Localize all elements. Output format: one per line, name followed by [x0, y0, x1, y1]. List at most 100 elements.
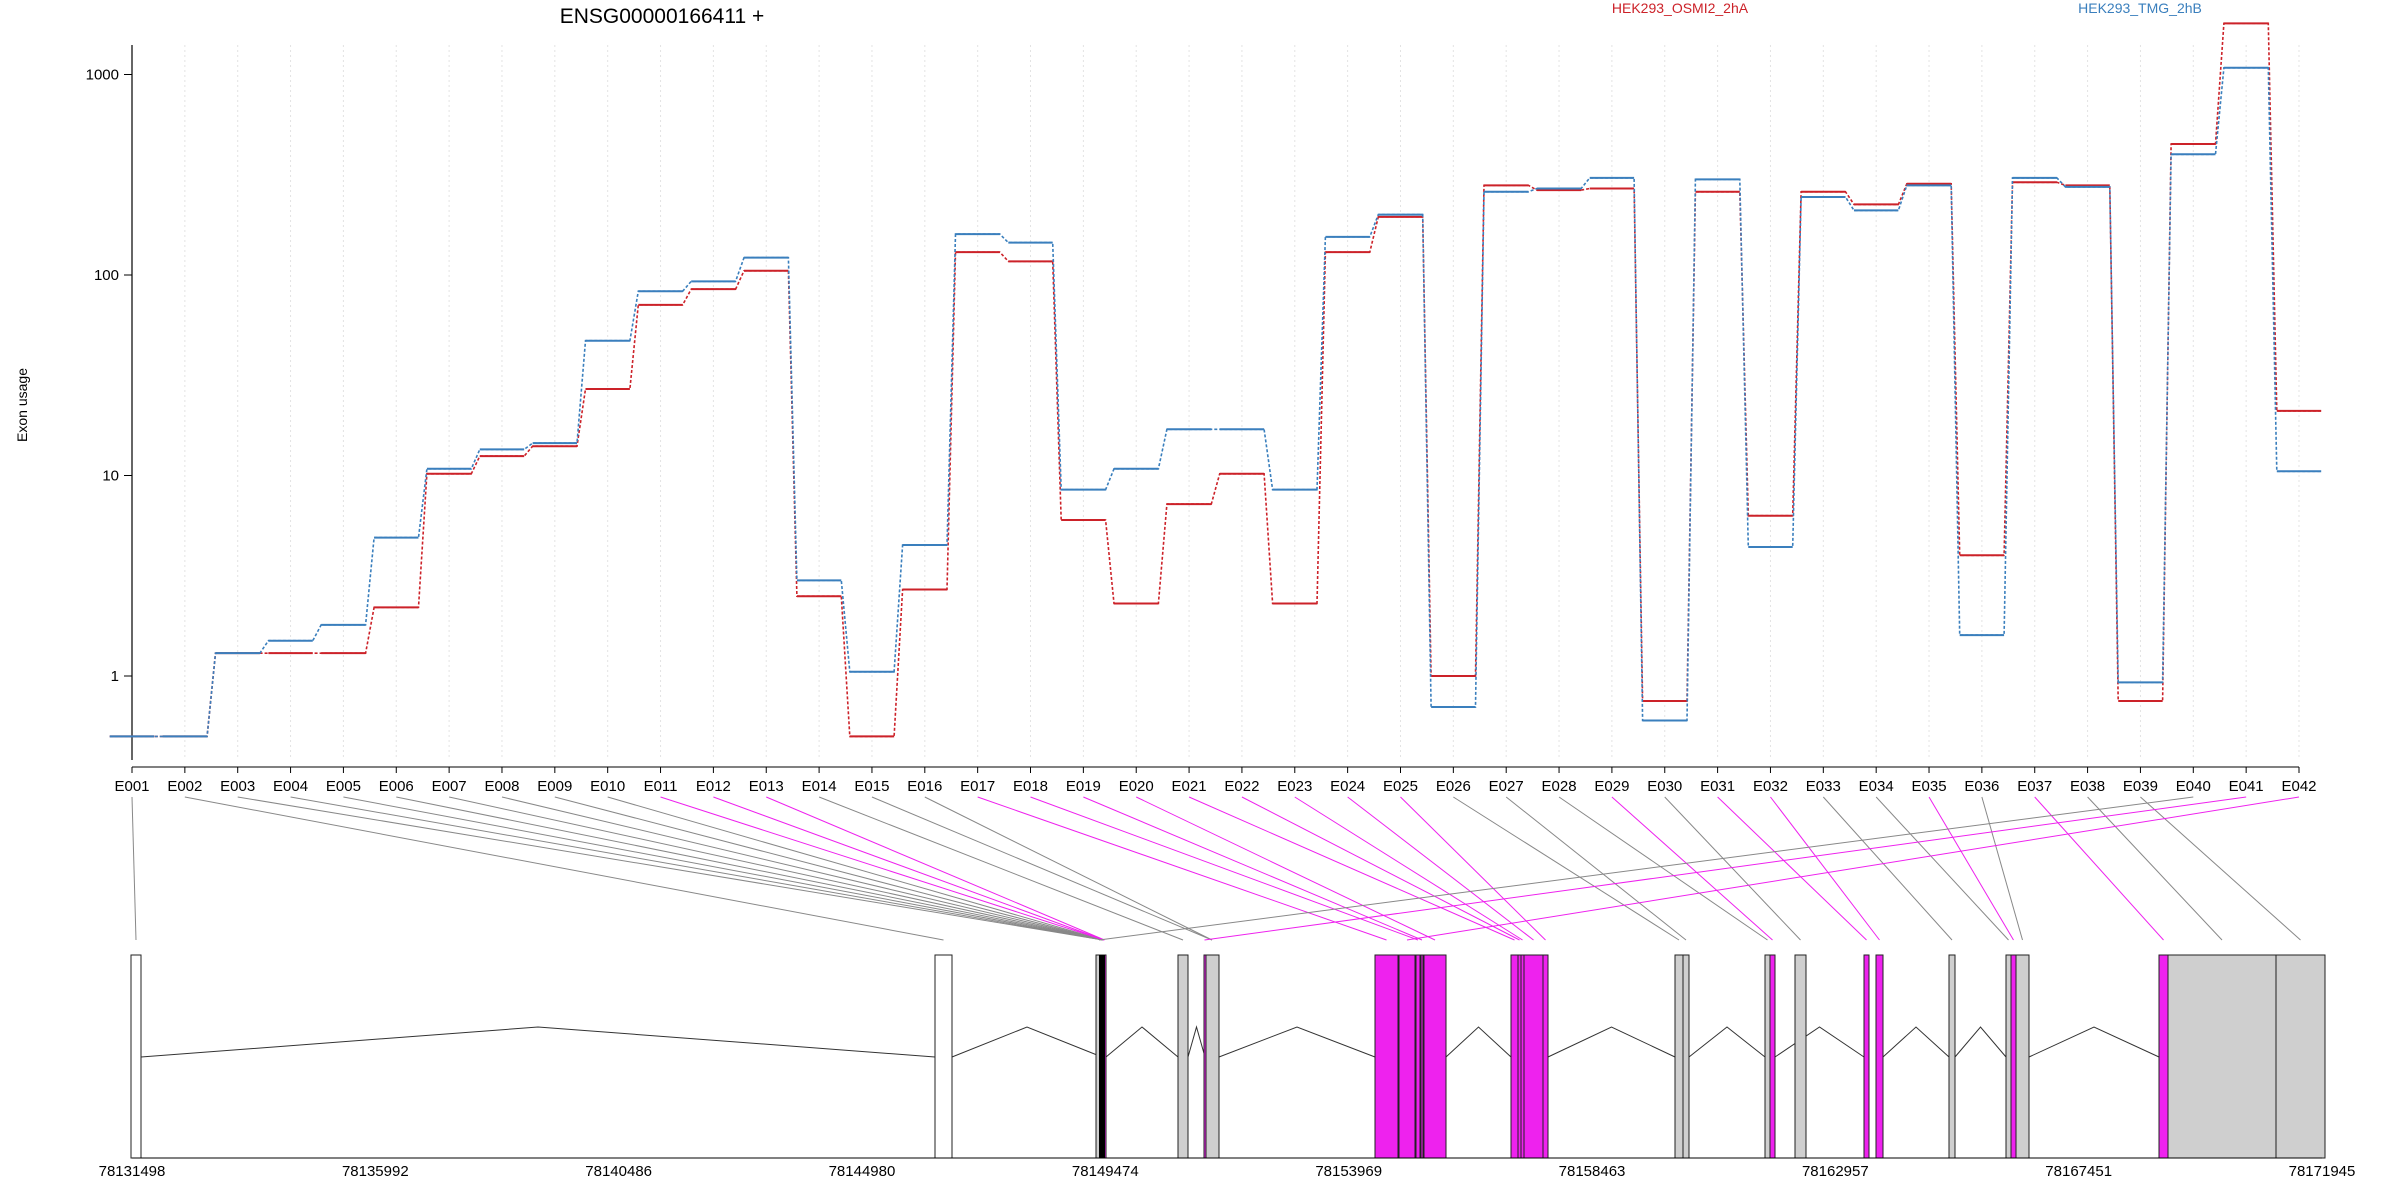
intron [1882, 1026, 1950, 1058]
exon-block [1948, 954, 1956, 1159]
exon-block [1510, 954, 1519, 1159]
connector-e013 [766, 796, 1105, 941]
x-tick-label: E017 [960, 778, 995, 795]
intron [1547, 1026, 1676, 1058]
exon-block [2005, 954, 2012, 1159]
connector-e037 [2034, 796, 2164, 941]
x-tick-label: E007 [432, 778, 467, 795]
x-tick-label: E020 [1119, 778, 1154, 795]
connector-e007 [449, 796, 1104, 941]
legend-label-series-1: HEK293_OSMI2_2hA [1612, 0, 1749, 16]
x-tick-label: E028 [1542, 778, 1577, 795]
x-tick-label: E032 [1753, 778, 1788, 795]
connector-e015 [871, 796, 1213, 941]
intron [140, 1026, 936, 1058]
exon-block [1523, 954, 1544, 1159]
x-tick-label: E012 [696, 778, 731, 795]
exon-block [1542, 954, 1549, 1159]
exon-block [1794, 954, 1807, 1159]
intron [1774, 1026, 1865, 1058]
exon-block [130, 954, 142, 1159]
x-tick-label: E037 [2017, 778, 2052, 795]
intron [1218, 1026, 1376, 1058]
connector-e020 [1136, 796, 1436, 941]
genomic-tick-label: 78153969 [1315, 1163, 1382, 1180]
connector-e012 [713, 796, 1105, 941]
exon-block [1875, 954, 1884, 1159]
connector-e005 [343, 796, 1104, 941]
exon-axis: E001 E002 E003 E004 E005 E006 E007 E008 E009 E010… [114, 766, 2317, 795]
y-tick-label: 1 [111, 668, 119, 685]
connector-e011 [660, 796, 1105, 941]
chart-title: ENSG00000166411 + [560, 5, 765, 28]
connector-e009 [554, 796, 1104, 941]
exon-block [1203, 954, 1207, 1159]
connector-e018 [1030, 796, 1419, 941]
intron [1445, 1026, 1512, 1058]
y-axis-label: Exon usage [14, 368, 30, 442]
exon-block [1177, 954, 1189, 1159]
exon-block [1769, 954, 1776, 1159]
connector-e035 [1928, 796, 2014, 941]
x-tick-label: E011 [644, 778, 678, 795]
series-1 [109, 22, 2322, 738]
connector-e027 [1505, 796, 1687, 941]
x-tick-label: E009 [537, 778, 572, 795]
exon-block [1374, 954, 1399, 1159]
x-tick-label: E025 [1383, 778, 1418, 795]
x-tick-label: E006 [379, 778, 414, 795]
y-tick-label: 1000 [86, 67, 119, 84]
connector-e026 [1453, 796, 1680, 941]
genomic-tick-label: 78158463 [1559, 1163, 1626, 1180]
connector-e004 [290, 796, 1104, 941]
exon-block [2010, 954, 2017, 1159]
exon-block [1423, 954, 1447, 1159]
exon-gridlines [131, 45, 2300, 760]
exon-block [1674, 954, 1684, 1159]
exon-block [1204, 954, 1220, 1159]
connector-e039 [2140, 796, 2301, 941]
x-tick-label: E005 [326, 778, 361, 795]
connector-e041 [1204, 796, 2247, 941]
series-line [109, 67, 2322, 738]
intron [1688, 1026, 1766, 1058]
intron [1954, 1026, 2007, 1058]
x-tick-label: E033 [1806, 778, 1841, 795]
x-tick-label: E002 [167, 778, 202, 795]
connector-e017 [977, 796, 1387, 941]
connector-e029 [1611, 796, 1773, 941]
exon-block [934, 954, 953, 1159]
x-tick-label: E041 [2229, 778, 2264, 795]
x-tick-label: E014 [802, 778, 837, 795]
x-tick-label: E027 [1489, 778, 1524, 795]
connector-e001 [131, 796, 137, 941]
x-tick-label: E015 [854, 778, 889, 795]
exon-block [1420, 954, 1424, 1159]
x-tick-label: E019 [1066, 778, 1101, 795]
connector-e014 [818, 796, 1184, 941]
x-tick-label: E001 [114, 778, 149, 795]
x-tick-label: E039 [2123, 778, 2158, 795]
x-tick-label: E026 [1436, 778, 1471, 795]
connector-e024 [1347, 796, 1534, 941]
genomic-tick-label: 78135992 [342, 1163, 409, 1180]
connector-e008 [501, 796, 1104, 941]
x-tick-label: E038 [2070, 778, 2105, 795]
connector-e030 [1664, 796, 1801, 941]
connector-e022 [1241, 796, 1520, 941]
intron [1105, 1026, 1179, 1058]
connector-e036 [1981, 796, 2023, 941]
intron [951, 1026, 1103, 1058]
connector-e028 [1558, 796, 1768, 941]
connector-e031 [1717, 796, 1867, 941]
connector-e010 [607, 796, 1104, 941]
connector-e023 [1294, 796, 1523, 941]
x-tick-label: E040 [2176, 778, 2211, 795]
y-axis: 1 10 100 1000 [86, 45, 133, 760]
y-tick-label: 10 [102, 468, 119, 485]
x-tick-label: E022 [1224, 778, 1259, 795]
connector-e016 [924, 796, 1213, 941]
exon-block [2167, 954, 2277, 1159]
connector-e042 [1406, 796, 2300, 941]
exon-block [2158, 954, 2169, 1159]
